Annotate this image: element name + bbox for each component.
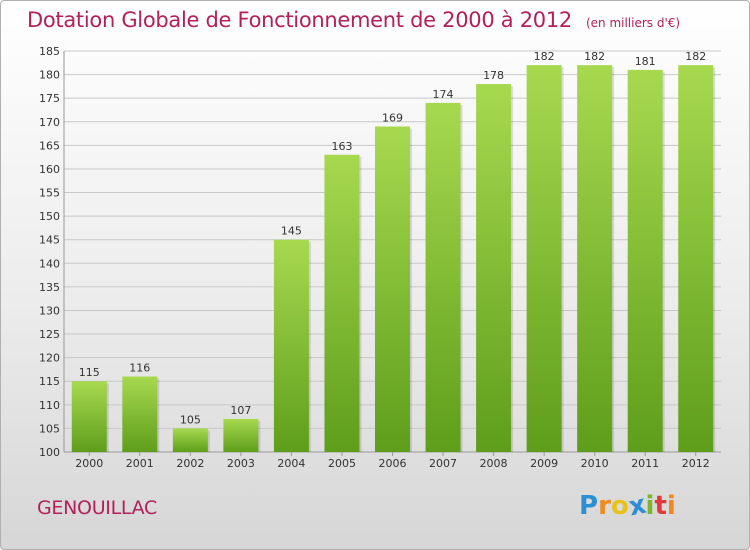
- y-tick-label: 170: [39, 116, 60, 129]
- data-label: 181: [635, 55, 656, 68]
- axes: 100 105 110 115 120 125 130 135 140 145 150 155 160 1…: [39, 45, 721, 470]
- x-tick-label: 2010: [581, 457, 609, 470]
- data-label: 163: [331, 140, 352, 153]
- y-tick-label: 120: [39, 352, 60, 365]
- bar-2005: [324, 154, 360, 452]
- data-label: 105: [180, 413, 201, 426]
- bar-2004: [273, 239, 309, 452]
- data-label: 178: [483, 69, 504, 82]
- y-tick-label: 155: [39, 187, 60, 200]
- y-tick-label: 135: [39, 281, 60, 294]
- x-tick-label: 2001: [126, 457, 154, 470]
- bar-2009: [526, 65, 562, 452]
- logo-letter: o: [610, 491, 629, 521]
- data-label: 182: [584, 50, 605, 63]
- data-labels: 115 116 105 107 145 163 169 174 178 182 182 181 182: [79, 50, 706, 426]
- proxiti-logo: Proxiti: [579, 490, 676, 523]
- bar-2003: [223, 418, 259, 452]
- bar-2007: [425, 102, 461, 453]
- bar-2011: [627, 69, 663, 452]
- y-tick-label: 175: [39, 92, 60, 105]
- data-label: 169: [382, 111, 403, 124]
- x-tick-label: 2003: [227, 457, 255, 470]
- bar-2012: [678, 65, 714, 452]
- x-tick-label: 2006: [379, 457, 407, 470]
- x-tick-label: 2007: [429, 457, 457, 470]
- y-tick-label: 160: [39, 163, 60, 176]
- y-tick-label: 105: [39, 422, 60, 435]
- chart-title: Dotation Globale de Fonctionnement de 20…: [27, 8, 572, 32]
- chart-header: Dotation Globale de Fonctionnement de 20…: [27, 8, 680, 32]
- data-label: 145: [281, 225, 302, 238]
- bar-2002: [172, 428, 208, 452]
- bar-2001: [122, 376, 158, 452]
- y-tick-label: 165: [39, 139, 60, 152]
- logo-letter: P: [579, 491, 599, 521]
- y-tick-label: 130: [39, 304, 60, 317]
- y-tick-label: 115: [39, 375, 60, 388]
- bar-2000: [71, 381, 107, 452]
- bars: [71, 65, 716, 453]
- data-label: 182: [685, 50, 706, 63]
- x-tick-label: 2012: [682, 457, 710, 470]
- logo-letter: t: [654, 491, 667, 521]
- y-tick-label: 150: [39, 210, 60, 223]
- x-tick-label: 2011: [631, 457, 659, 470]
- y-tick-label: 145: [39, 234, 60, 247]
- x-tick-label: 2005: [328, 457, 356, 470]
- y-tick-label: 100: [39, 446, 60, 459]
- bar-2010: [577, 65, 613, 452]
- data-label: 107: [230, 404, 251, 417]
- data-label: 182: [534, 50, 555, 63]
- x-tick-label: 2009: [530, 457, 558, 470]
- y-tick-label: 140: [39, 257, 60, 270]
- y-tick-label: 180: [39, 69, 60, 82]
- logo-letter: i: [666, 491, 676, 521]
- y-tick-label: 125: [39, 328, 60, 341]
- y-tick-label: 110: [39, 399, 60, 412]
- x-tick-label: 2002: [176, 457, 204, 470]
- data-label: 116: [129, 362, 150, 375]
- y-tick-label: 185: [39, 45, 60, 58]
- x-tick-label: 2008: [480, 457, 508, 470]
- data-label: 115: [79, 366, 100, 379]
- x-tick-label: 2004: [277, 457, 305, 470]
- bar-2006: [375, 126, 410, 452]
- commune-name: GENOUILLAC: [37, 497, 157, 519]
- x-tick-label: 2000: [75, 457, 103, 470]
- logo-letter: r: [598, 491, 611, 521]
- bar-2008: [476, 84, 512, 452]
- logo-letter: i: [645, 491, 655, 521]
- data-label: 174: [433, 88, 454, 101]
- chart-unit: (en milliers d'€): [585, 16, 681, 30]
